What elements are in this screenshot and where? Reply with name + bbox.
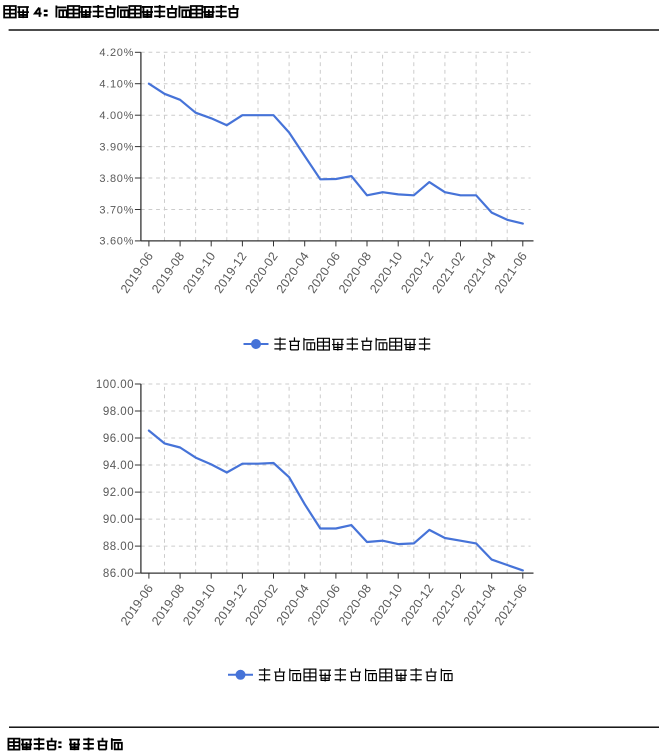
svg-text:92.00: 92.00 (103, 487, 134, 499)
svg-text:98.00: 98.00 (103, 406, 134, 418)
svg-text:96.00: 96.00 (103, 433, 134, 445)
svg-text:86.00: 86.00 (103, 568, 134, 580)
svg-text:100.00: 100.00 (96, 379, 134, 391)
svg-text:4.00%: 4.00% (99, 110, 134, 122)
svg-text:3.70%: 3.70% (99, 204, 134, 216)
svg-text:88.00: 88.00 (103, 541, 134, 553)
svg-text:4.20%: 4.20% (99, 47, 134, 59)
svg-text:3.80%: 3.80% (99, 173, 134, 185)
svg-text:3.90%: 3.90% (99, 141, 134, 153)
svg-text:3.60%: 3.60% (99, 236, 134, 248)
svg-text:90.00: 90.00 (103, 514, 134, 526)
svg-text:4.10%: 4.10% (99, 79, 134, 91)
svg-text:94.00: 94.00 (103, 460, 134, 472)
